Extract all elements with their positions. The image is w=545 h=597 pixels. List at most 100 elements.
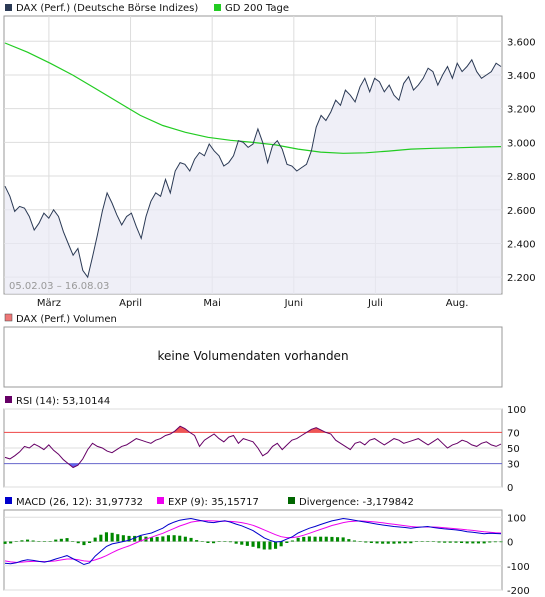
divergence-bar-56 [319, 536, 323, 542]
divergence-bar-26 [150, 537, 154, 542]
divergence-bar-2 [14, 541, 18, 542]
divergence-bar-37 [212, 541, 216, 544]
divergence-bar-20 [116, 534, 120, 542]
divergence-bar-7 [42, 541, 46, 542]
divergence-bar-17 [99, 534, 103, 542]
divergence-bar-30 [172, 535, 176, 542]
divergence-bar-44 [251, 541, 255, 547]
gd200-legend-label: GD 200 Tage [225, 3, 289, 14]
macd-y-tick-label-1: -100 [507, 562, 530, 573]
macd-line [4, 517, 502, 566]
divergence-bar-48 [274, 541, 278, 549]
dax-price-line [4, 58, 502, 279]
rsi-oversold-fill-0 [68, 463, 80, 468]
divergence-bar-21 [121, 535, 125, 542]
macd-y-tick-label-2: 0 [507, 538, 513, 549]
volume-legend: DAX (Perf.) Volumen [4, 313, 117, 325]
divergence-bar-83 [471, 541, 475, 544]
divergence-bar-32 [183, 536, 187, 542]
price-y-tick-label-4: 3.000 [507, 138, 536, 149]
divergence-bar-52 [296, 537, 300, 542]
divergence-bar-46 [262, 541, 266, 550]
divergence-bar-33 [189, 537, 193, 542]
divergence-bar-36 [206, 541, 210, 543]
divergence-bar-1 [9, 541, 13, 544]
divergence-bar-38 [217, 541, 221, 542]
macd-legend-label: MACD (26, 12): 31,97732 [16, 497, 143, 508]
divergence-bar-80 [454, 541, 458, 543]
exp-legend-swatch [157, 497, 164, 504]
divergence-bar-35 [200, 541, 204, 542]
divergence-bar-78 [443, 541, 447, 543]
divergence-bar-22 [127, 535, 131, 542]
divergence-bar-8 [48, 541, 52, 542]
macd-legend-swatch [5, 497, 12, 504]
divergence-bar-67 [381, 541, 385, 544]
rsi-y-tick-label-3: 70 [507, 428, 520, 439]
price-y-ticks: 2.200 2.400 2.600 2.800 3.000 3.200 3.400 3.600 [507, 37, 536, 284]
rsi-legend-swatch [5, 396, 12, 403]
divergence-bar-60 [341, 537, 345, 542]
rsi-band-fills [68, 426, 326, 468]
price-y-tick-label-2: 2.600 [507, 206, 536, 217]
price-x-tick-label-0: März [37, 298, 61, 309]
divergence-bar-49 [279, 541, 283, 547]
divergence-bar-59 [336, 537, 340, 542]
divergence-bar-11 [65, 538, 69, 542]
rsi-y-ticks: 0 30 50 70 100 [507, 405, 526, 494]
divergence-bar-77 [437, 541, 441, 543]
divergence-bar-51 [290, 540, 294, 542]
divergence-bar-61 [347, 539, 351, 542]
rsi-y-tick-label-1: 30 [507, 460, 520, 471]
divergence-bar-64 [364, 541, 368, 543]
divergence-bar-81 [460, 541, 464, 543]
divergence-bar-79 [448, 541, 452, 543]
date-range-label: 05.02.03 – 16.08.03 [9, 281, 109, 292]
volume-legend-swatch [4, 313, 13, 322]
divergence-bar-40 [228, 541, 232, 543]
divergence-bar-9 [54, 539, 58, 542]
price-x-tick-label-1: April [119, 298, 142, 309]
divergence-bar-19 [110, 532, 114, 542]
divergence-bar-69 [392, 541, 396, 544]
divergence-bar-18 [104, 532, 108, 542]
price-x-tick-label-5: Aug. [446, 298, 469, 309]
divergence-bar-10 [59, 538, 63, 542]
divergence-legend-label: Divergence: -3,179842 [299, 497, 414, 508]
divergence-bar-84 [476, 541, 480, 544]
divergence-bar-88 [499, 541, 503, 543]
macd-y-tick-label-3: 100 [507, 513, 526, 524]
divergence-bar-27 [155, 536, 159, 542]
divergence-bar-75 [426, 541, 430, 542]
gd200-legend-swatch [214, 4, 221, 11]
divergence-bar-28 [161, 536, 165, 542]
divergence-bar-5 [31, 540, 35, 542]
rsi-legend: RSI (14): 53,10144 [5, 396, 110, 407]
divergence-bar-42 [240, 541, 244, 545]
macd-y-tick-label-0: -200 [507, 586, 530, 597]
price-y-tick-label-3: 2.800 [507, 172, 536, 183]
divergence-bar-87 [493, 541, 497, 543]
divergence-bar-71 [403, 541, 407, 544]
price-legend: DAX (Perf.) (Deutsche Börse Indizes) GD … [5, 3, 289, 14]
rsi-overbought-fill-1 [306, 427, 326, 433]
divergence-bar-47 [268, 541, 272, 550]
rsi-y-tick-label-0: 0 [507, 483, 513, 494]
divergence-bar-70 [398, 541, 402, 544]
divergence-bar-65 [369, 541, 373, 543]
price-x-tick-label-2: Mai [203, 298, 221, 309]
divergence-bar-63 [358, 541, 362, 542]
exp-legend-label: EXP (9): 35,15717 [168, 497, 259, 508]
divergence-bar-34 [195, 540, 199, 542]
price-y-tick-label-0: 2.200 [507, 273, 536, 284]
divergence-bars [3, 532, 503, 550]
divergence-bar-4 [26, 539, 30, 542]
rsi-gridlines [4, 408, 502, 488]
divergence-bar-68 [386, 541, 390, 544]
divergence-bar-12 [71, 541, 75, 542]
divergence-bar-73 [414, 541, 418, 542]
divergence-bar-54 [307, 536, 311, 542]
rsi-line [4, 425, 502, 469]
price-y-tick-label-6: 3.400 [507, 71, 536, 82]
